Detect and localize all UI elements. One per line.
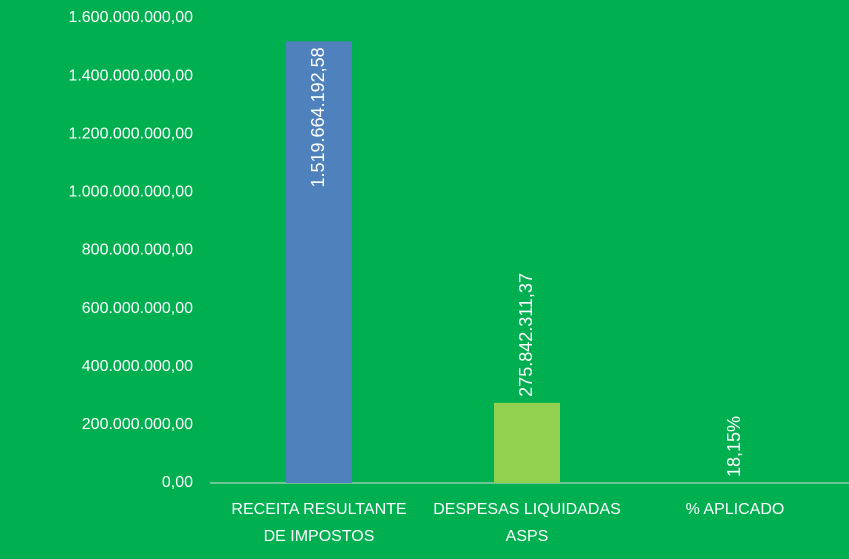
y-tick-label: 1.200.000.000,00	[68, 125, 193, 142]
y-tick-label: 800.000.000,00	[82, 242, 193, 259]
data-label: 275.842.311,37	[516, 273, 536, 397]
y-tick-label: 200.000.000,00	[82, 416, 193, 433]
data-label: 18,15%	[724, 416, 744, 477]
y-tick-label: 1.600.000.000,00	[68, 9, 193, 26]
y-tick-label: 0,00	[162, 474, 193, 491]
bar	[286, 41, 352, 483]
bar	[494, 402, 560, 483]
y-tick-label: 1.000.000.000,00	[68, 184, 193, 201]
x-tick-label: DESPESAS LIQUIDADAS ASPS	[433, 501, 621, 545]
y-tick-label: 400.000.000,00	[82, 358, 193, 375]
y-tick-label: 1.400.000.000,00	[68, 67, 193, 84]
data-label: 1.519.664.192,58	[308, 47, 328, 187]
y-tick-label: 600.000.000,00	[82, 300, 193, 317]
x-tick-label: RECEITA RESULTANTE DE IMPOSTOS	[231, 501, 406, 545]
x-tick-label: % APLICADO	[686, 501, 785, 518]
